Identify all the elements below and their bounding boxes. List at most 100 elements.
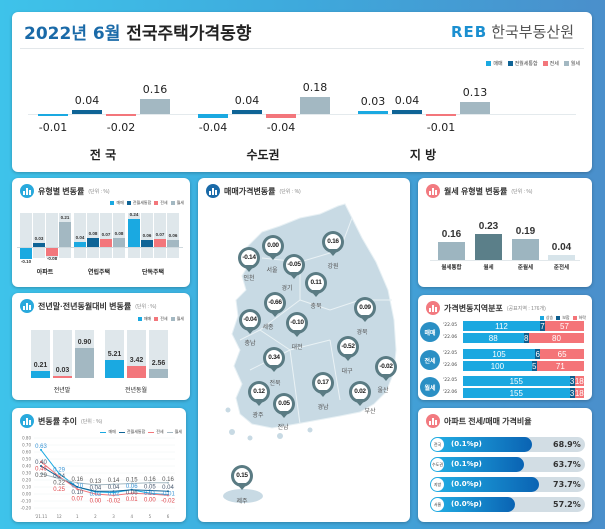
bar-track <box>149 330 168 378</box>
ratio-region: 수도권 <box>431 458 444 471</box>
yoy-bar <box>127 366 146 378</box>
summary-value: 0.04 <box>394 94 420 108</box>
series-point <box>130 482 133 485</box>
card-header: 아파트 전세/매매 가격비율 <box>426 414 532 428</box>
series-value: 0.14 <box>108 478 120 484</box>
type-bar <box>59 222 71 247</box>
region-name: 광주 <box>252 412 264 419</box>
type-baseline <box>17 247 183 248</box>
series-value: 0.16 <box>71 477 83 483</box>
series-value: 0.00 <box>90 498 102 504</box>
y-tick-label: 0.80 <box>22 436 31 441</box>
chart-icon <box>426 184 440 198</box>
series-point <box>112 490 115 493</box>
rent-baseline <box>430 260 580 261</box>
type-bar <box>87 237 99 247</box>
yoy-value: 0.90 <box>77 339 92 346</box>
map-pin: -0.05 <box>283 254 305 279</box>
series-point <box>148 481 151 484</box>
y-tick-label: 0.00 <box>22 492 31 497</box>
series-value: 0.10 <box>71 483 83 489</box>
legend-monthly: 월세 <box>563 61 580 67</box>
summary-bar <box>392 110 422 114</box>
series-value: 0.46 <box>35 467 47 473</box>
pin-value: -0.14 <box>241 250 257 266</box>
x-tick-label: 12 <box>57 514 63 519</box>
dist-down: 18 <box>574 376 584 386</box>
island <box>307 427 313 433</box>
y-tick-label: -0.20 <box>21 506 32 511</box>
type-bar <box>167 239 179 247</box>
map-pin: 0.34 <box>263 347 285 372</box>
map-pin: 0.02 <box>349 381 371 406</box>
series-value: 0.04 <box>108 485 120 491</box>
series-line-3 <box>40 473 168 486</box>
chart-icon <box>20 414 34 428</box>
yoy-bar <box>53 376 72 378</box>
series-point <box>167 494 169 497</box>
series-value: 0.15 <box>126 478 138 484</box>
summary-value: -0.04 <box>266 121 296 134</box>
island <box>277 433 283 439</box>
summary-value: -0.02 <box>106 121 136 134</box>
series-point <box>112 494 115 497</box>
summary-group-label: 지 방 <box>409 148 437 162</box>
region-name: 강원 <box>327 263 339 270</box>
dist-down: 57 <box>545 321 584 331</box>
series-point <box>40 448 42 451</box>
region-name: 울산 <box>377 387 389 394</box>
region-name: 부산 <box>364 408 376 415</box>
yoy-value: 3.42 <box>129 357 144 365</box>
summary-bar <box>460 101 490 114</box>
region-name: 경북 <box>356 329 368 336</box>
pin-value: 0.11 <box>308 275 324 291</box>
type-value: 0.04 <box>75 235 85 241</box>
pin-value: -0.66 <box>267 295 283 311</box>
region-name: 대전 <box>291 344 303 351</box>
series-point <box>112 483 115 486</box>
region-name: 전북 <box>269 380 281 387</box>
type-legend: 매매 전월세통합 전세 월세 <box>110 201 184 205</box>
dist-up: 155 <box>463 388 570 398</box>
type-group-label: 아파트 <box>36 269 54 276</box>
jeju-island <box>223 489 263 503</box>
ratio-fill <box>430 497 515 512</box>
pin-value: 0.17 <box>315 375 331 391</box>
type-value: 0.06 <box>168 232 178 238</box>
pin-value: 0.34 <box>266 350 282 366</box>
type-value: -0.10 <box>20 258 32 264</box>
ratio-fill <box>430 477 540 492</box>
dist-legend: 상승 보합 하락 <box>539 316 586 320</box>
yoy-bar <box>75 348 94 378</box>
chart-icon <box>426 414 440 428</box>
title-year: 2022년 6월 <box>24 24 121 44</box>
y-tick-label: 0.30 <box>22 471 31 476</box>
summary-value: -0.04 <box>198 121 228 134</box>
ratio-change: (0.1%p) <box>451 440 482 448</box>
map-pin: 0.15 <box>231 465 253 490</box>
bar-track <box>53 330 72 378</box>
legend-sale: 매매 <box>486 61 503 67</box>
pin-value: 0.16 <box>325 234 341 250</box>
dist-period: '22.06 <box>443 335 458 340</box>
divider <box>20 48 584 49</box>
series-point <box>130 492 133 495</box>
dist-period: '22.06 <box>443 363 458 368</box>
logo-text: 한국부동산원 <box>491 23 574 41</box>
ratio-value: 73.7% <box>553 480 581 489</box>
series-value: 0.02 <box>108 492 120 498</box>
pin-value: -0.05 <box>286 257 302 273</box>
dist-flat: 3 <box>569 388 575 398</box>
series-point <box>76 488 79 491</box>
series-value: 0.10 <box>71 490 83 496</box>
map-pin: -0.04 <box>239 309 261 334</box>
y-tick-label: -0.10 <box>21 499 32 504</box>
type-bar <box>20 247 32 259</box>
series-value: 0.07 <box>71 496 83 502</box>
rent-bar <box>438 241 465 260</box>
summary-bar <box>358 111 388 114</box>
legend-jeonse: 전세 <box>542 61 559 67</box>
map-pin: 0.11 <box>305 272 327 297</box>
title-main: 전국주택가격동향 <box>126 24 252 44</box>
